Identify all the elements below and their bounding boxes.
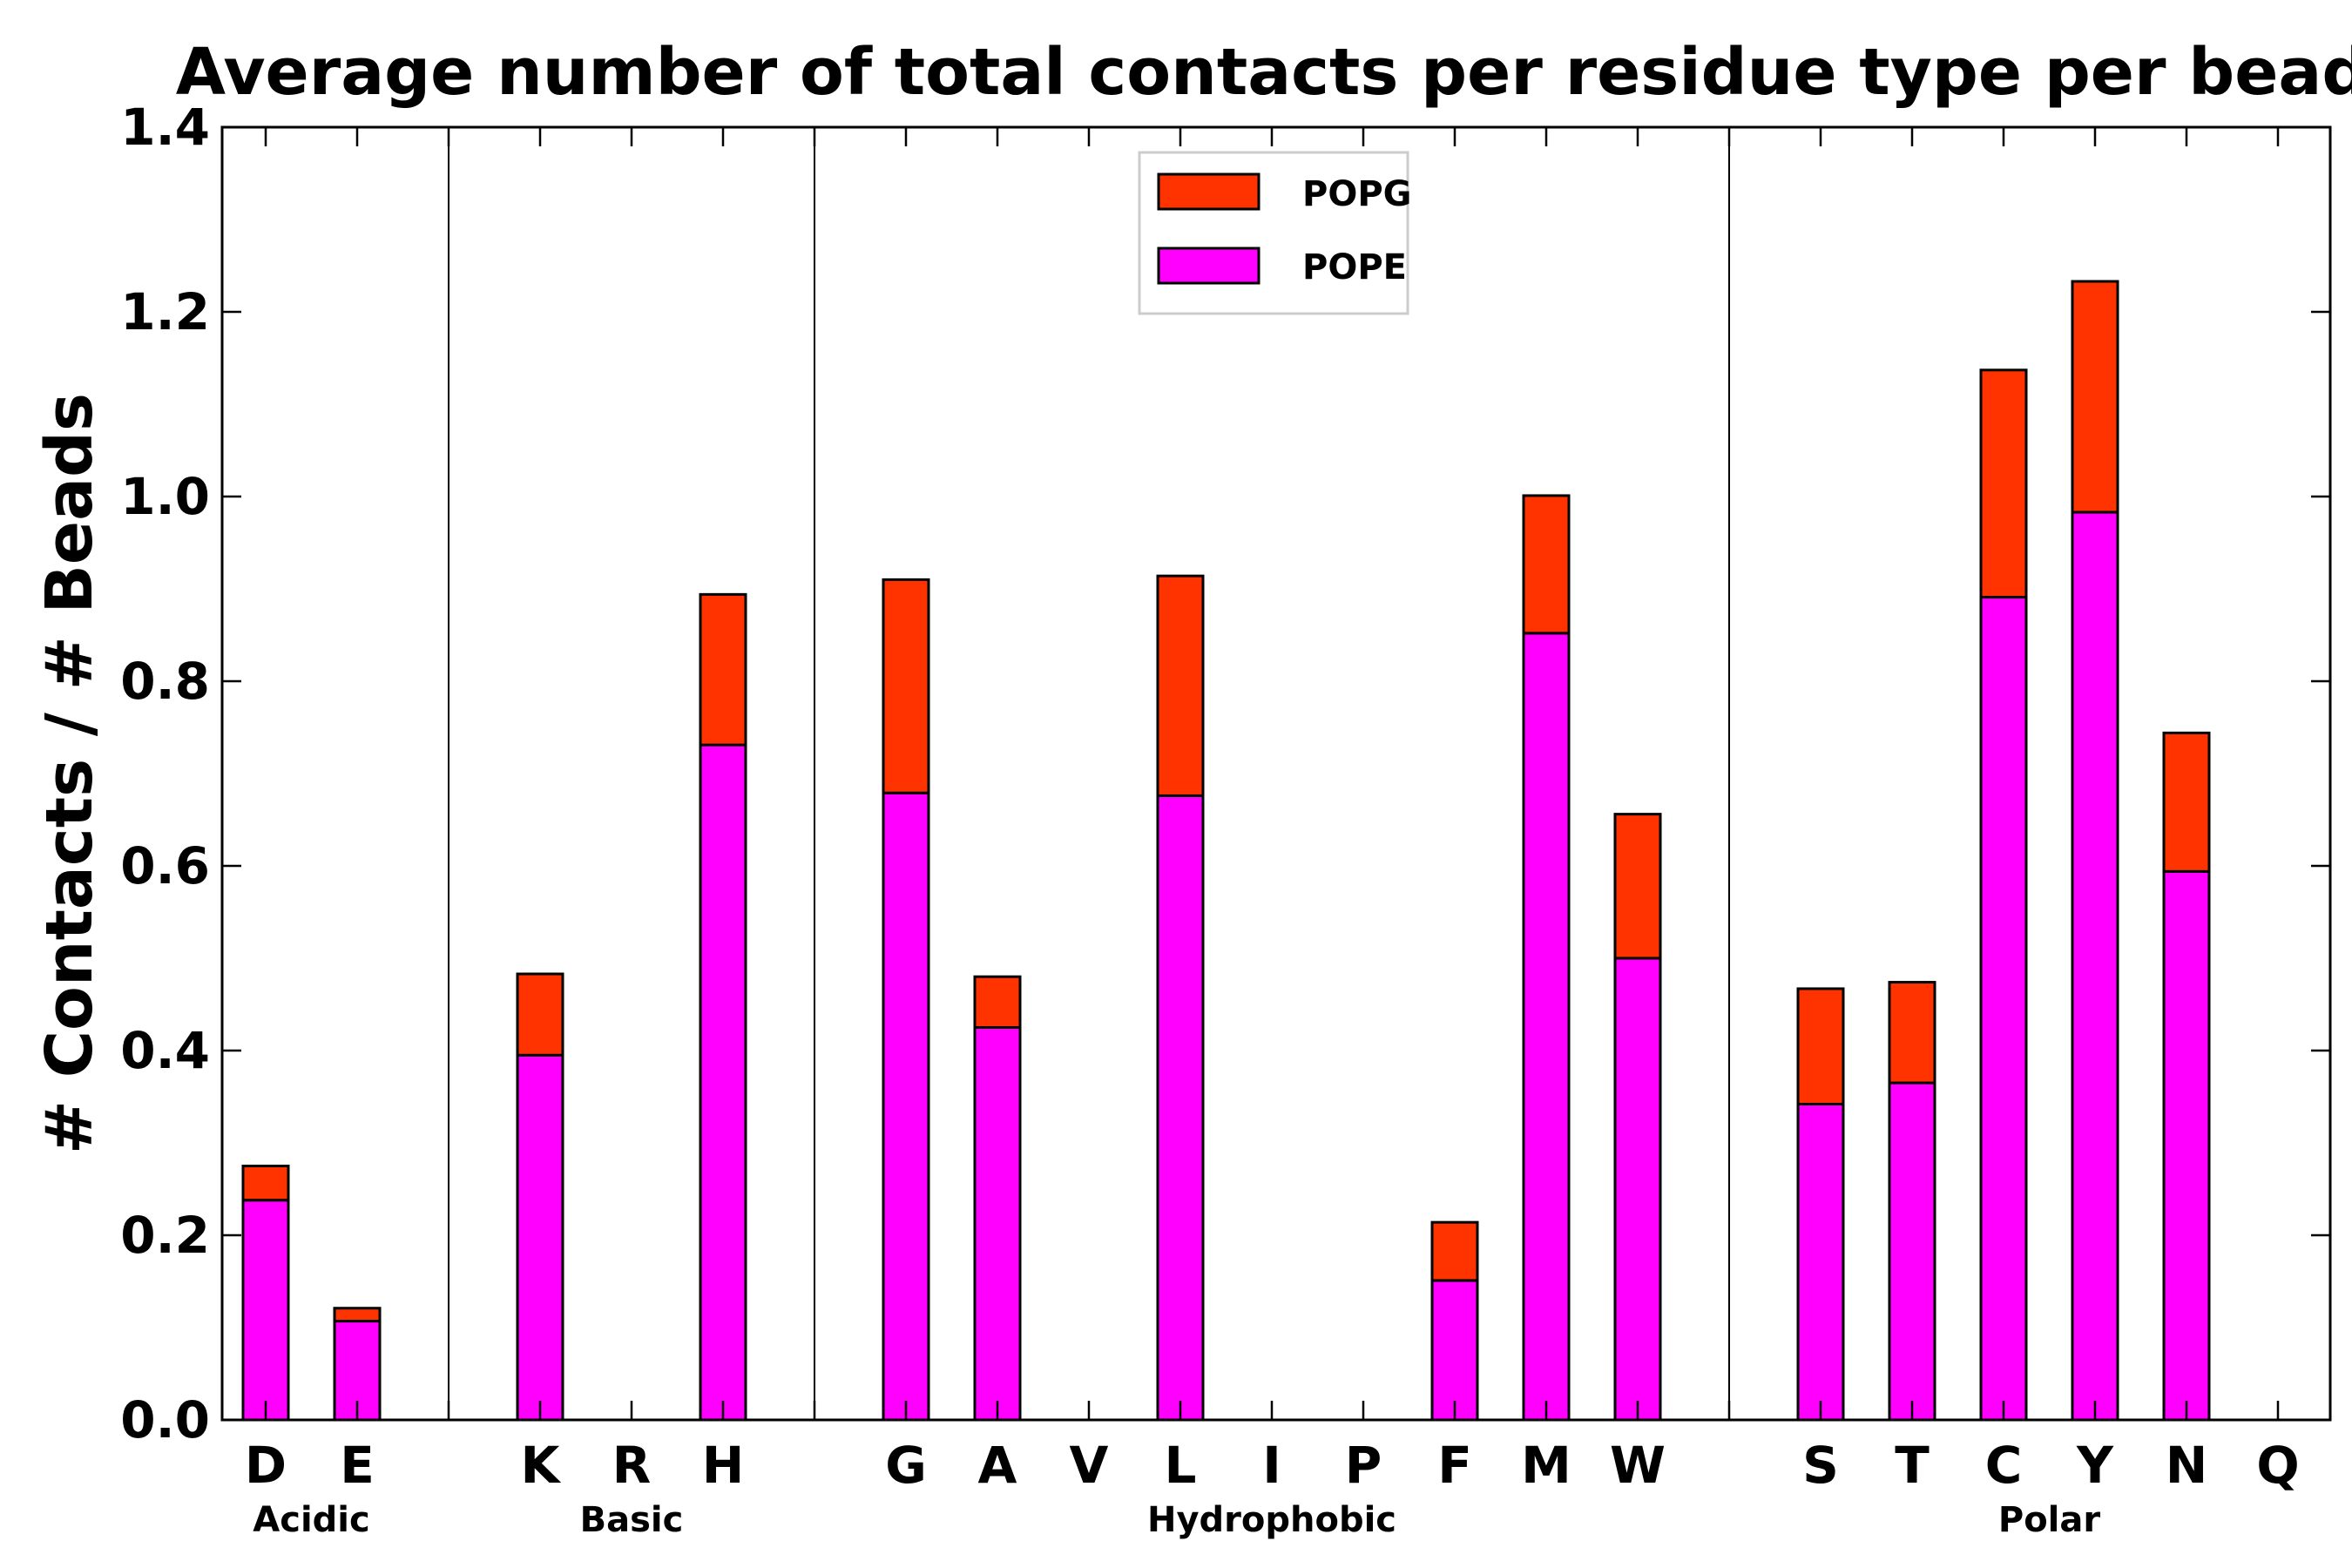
bar-popg	[1613, 813, 1662, 960]
x-tick-label: P	[1345, 1436, 1382, 1495]
bar-popg	[882, 578, 930, 794]
bar-pope	[1613, 956, 1662, 1422]
legend-swatch-popg	[1157, 172, 1260, 211]
legend-label-popg: POPG	[1302, 174, 1411, 214]
y-tick-label: 1.4	[120, 98, 210, 157]
x-tick-label: A	[978, 1436, 1017, 1495]
separator-layer	[448, 127, 1730, 1420]
legend-swatch-pope	[1157, 247, 1260, 285]
bar-popg	[1522, 494, 1571, 635]
x-tick-label: I	[1262, 1436, 1281, 1495]
x-tick-label: Q	[2256, 1436, 2299, 1495]
bar-pope	[1156, 794, 1205, 1422]
x-tick-label: K	[521, 1436, 562, 1495]
x-tick-label: M	[1521, 1436, 1571, 1495]
bar-pope	[699, 743, 747, 1422]
y-axis-label: # Contacts / # Beads	[32, 393, 107, 1154]
x-tick-label: E	[340, 1436, 375, 1495]
bar-pope	[241, 1199, 290, 1422]
bars-layer	[241, 280, 2301, 1422]
bar-popg	[333, 1307, 382, 1323]
bar-popg	[2162, 731, 2211, 873]
x-tick-label: H	[702, 1436, 745, 1495]
group-label: Basic	[580, 1500, 684, 1540]
bar-pope	[1796, 1102, 1845, 1422]
axis-layer: 0.0 0.2 0.4 0.6 0.8 1.0 1.2 1.4 D E K R H G A V L I P F M W S T…	[120, 98, 2332, 1540]
chart-title: Average number of total contacts per res…	[176, 35, 2352, 110]
x-tick-label: S	[1802, 1436, 1839, 1495]
bar-popg	[1156, 574, 1205, 797]
bar-pope	[882, 791, 930, 1422]
bar-pope	[516, 1053, 564, 1422]
y-tick-label: 0.8	[120, 652, 210, 711]
legend-label-pope: POPE	[1302, 247, 1407, 287]
bar-pope	[1522, 632, 1571, 1422]
y-tick-label: 0.0	[120, 1390, 210, 1450]
bar-popg	[1430, 1220, 1479, 1282]
x-tick-label: G	[885, 1436, 927, 1495]
x-tick-label: Y	[2076, 1436, 2114, 1495]
bar-popg	[1796, 987, 1845, 1105]
y-tick-label: 1.2	[120, 282, 210, 341]
group-label: Acidic	[253, 1500, 369, 1540]
x-tick-label: C	[1985, 1436, 2023, 1495]
bar-popg	[1888, 981, 1936, 1085]
bar-pope	[1979, 596, 2028, 1422]
y-tick-label: 1.0	[120, 467, 210, 526]
bar-popg	[2071, 280, 2119, 514]
bar-popg	[516, 972, 564, 1057]
plot-frame	[220, 125, 2332, 1422]
x-tick-label: T	[1895, 1436, 1930, 1495]
bar-popg	[1979, 368, 2028, 599]
x-tick-label: R	[612, 1436, 652, 1495]
group-label: Hydrophobic	[1147, 1500, 1396, 1540]
x-tick-label: V	[1070, 1436, 1109, 1495]
x-tick-label: F	[1437, 1436, 1472, 1495]
group-label: Polar	[1998, 1500, 2101, 1540]
bar-pope	[2162, 869, 2211, 1422]
x-tick-label: L	[1165, 1436, 1197, 1495]
bar-popg	[973, 975, 1022, 1029]
bar-pope	[2071, 510, 2119, 1422]
x-tick-label: N	[2166, 1436, 2208, 1495]
bar-pope	[1430, 1279, 1479, 1422]
bar-popg	[699, 592, 747, 747]
x-tick-label: W	[1610, 1436, 1666, 1495]
x-tick-label: D	[245, 1436, 287, 1495]
y-tick-label: 0.2	[120, 1206, 210, 1265]
bar-popg	[241, 1165, 290, 1202]
y-tick-label: 0.4	[120, 1021, 210, 1080]
bar-pope	[973, 1026, 1022, 1422]
y-tick-label: 0.6	[120, 836, 210, 896]
legend: POPG POPE	[1138, 151, 1411, 315]
bar-pope	[1888, 1081, 1936, 1422]
